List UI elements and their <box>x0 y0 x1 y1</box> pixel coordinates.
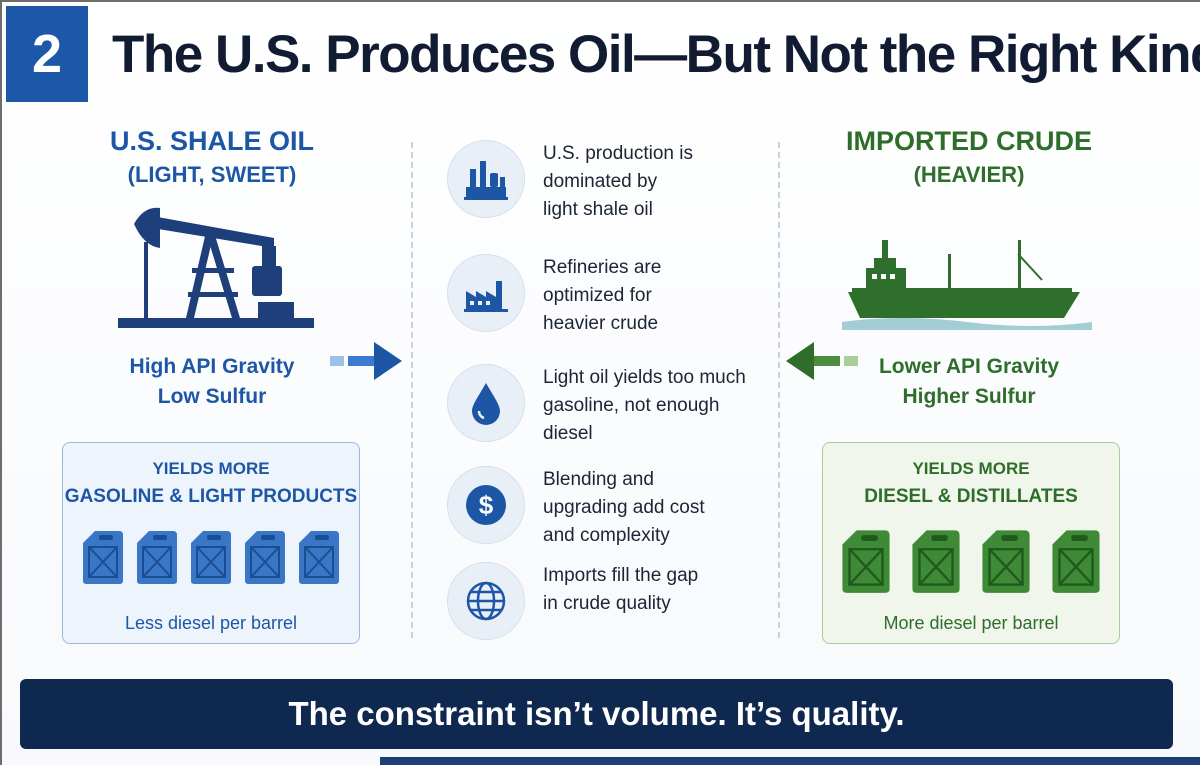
list-item-text: Imports fill the gap in crude quality <box>543 565 699 614</box>
dollar-icon: $ <box>447 466 525 544</box>
right-yield-label: YIELDS MORE <box>912 459 1030 478</box>
left-yield-box: YIELDS MORE GASOLINE & LIGHT PRODUCTS Le… <box>62 442 360 644</box>
tanker-ship-icon <box>842 240 1092 330</box>
right-subheading: (HEAVIER) <box>913 162 1025 187</box>
fuel-can-icon <box>1049 528 1103 599</box>
left-yield-footer: Less diesel per barrel <box>124 613 298 633</box>
fuel-can-icon <box>297 528 341 591</box>
section-number-badge: 2 <box>6 6 88 102</box>
left-subheading: (LIGHT, SWEET) <box>127 162 297 187</box>
list-item: Imports fill the gap in crude quality <box>447 562 767 646</box>
fuel-can-icon <box>979 528 1033 599</box>
right-spec-sulfur: Higher Sulfur <box>902 385 1036 408</box>
list-item: Refineries are optimized for heavier cru… <box>447 254 767 338</box>
right-cans-row <box>823 528 1119 599</box>
globe-icon <box>447 562 525 640</box>
left-yield-product: GASOLINE & LIGHT PRODUCTS <box>64 486 358 507</box>
fuel-can-icon <box>81 528 125 591</box>
left-spec-gravity: High API Gravity <box>129 355 295 378</box>
right-arrow-icon <box>330 342 402 380</box>
right-spec-gravity: Lower API Gravity <box>878 355 1060 378</box>
left-yield-label: YIELDS MORE <box>152 459 270 478</box>
page-title: The U.S. Produces Oil—But Not the Right … <box>112 25 1200 84</box>
bottom-accent-strip <box>380 757 1200 765</box>
key-message-banner: The constraint isn’t volume. It’s qualit… <box>20 679 1173 749</box>
factory-icon <box>447 254 525 332</box>
left-cans-row <box>63 528 359 591</box>
list-item-text: U.S. production is dominated by light sh… <box>543 143 693 220</box>
left-heading: U.S. SHALE OIL <box>109 126 315 156</box>
fuel-can-icon <box>243 528 287 591</box>
left-spec-sulfur: Low Sulfur <box>157 385 267 408</box>
svg-text:$: $ <box>479 490 494 520</box>
right-yield-footer: More diesel per barrel <box>883 613 1059 633</box>
fuel-can-icon <box>135 528 179 591</box>
fuel-can-icon <box>839 528 893 599</box>
list-item-text: Blending and upgrading add cost and comp… <box>543 469 705 546</box>
right-yield-box: YIELDS MORE DIESEL & DISTILLATES More di… <box>822 442 1120 644</box>
list-item-text: Light oil yields too much gasoline, not … <box>543 367 746 444</box>
oil-pump-jack-icon <box>118 207 314 328</box>
left-divider <box>411 142 413 638</box>
right-heading: IMPORTED CRUDE <box>845 126 1092 156</box>
list-item-text: Refineries are optimized for heavier cru… <box>543 257 662 334</box>
right-yield-product: DIESEL & DISTILLATES <box>864 486 1078 507</box>
fuel-can-icon <box>189 528 233 591</box>
fuel-can-icon <box>909 528 963 599</box>
left-arrow-icon <box>786 342 858 380</box>
right-divider <box>778 142 780 638</box>
list-item: Light oil yields too much gasoline, not … <box>447 364 767 448</box>
oil-drop-icon <box>447 364 525 442</box>
list-item: U.S. production is dominated by light sh… <box>447 140 767 224</box>
list-item: $ Blending and upgrading add cost and co… <box>447 466 767 550</box>
refinery-icon <box>447 140 525 218</box>
